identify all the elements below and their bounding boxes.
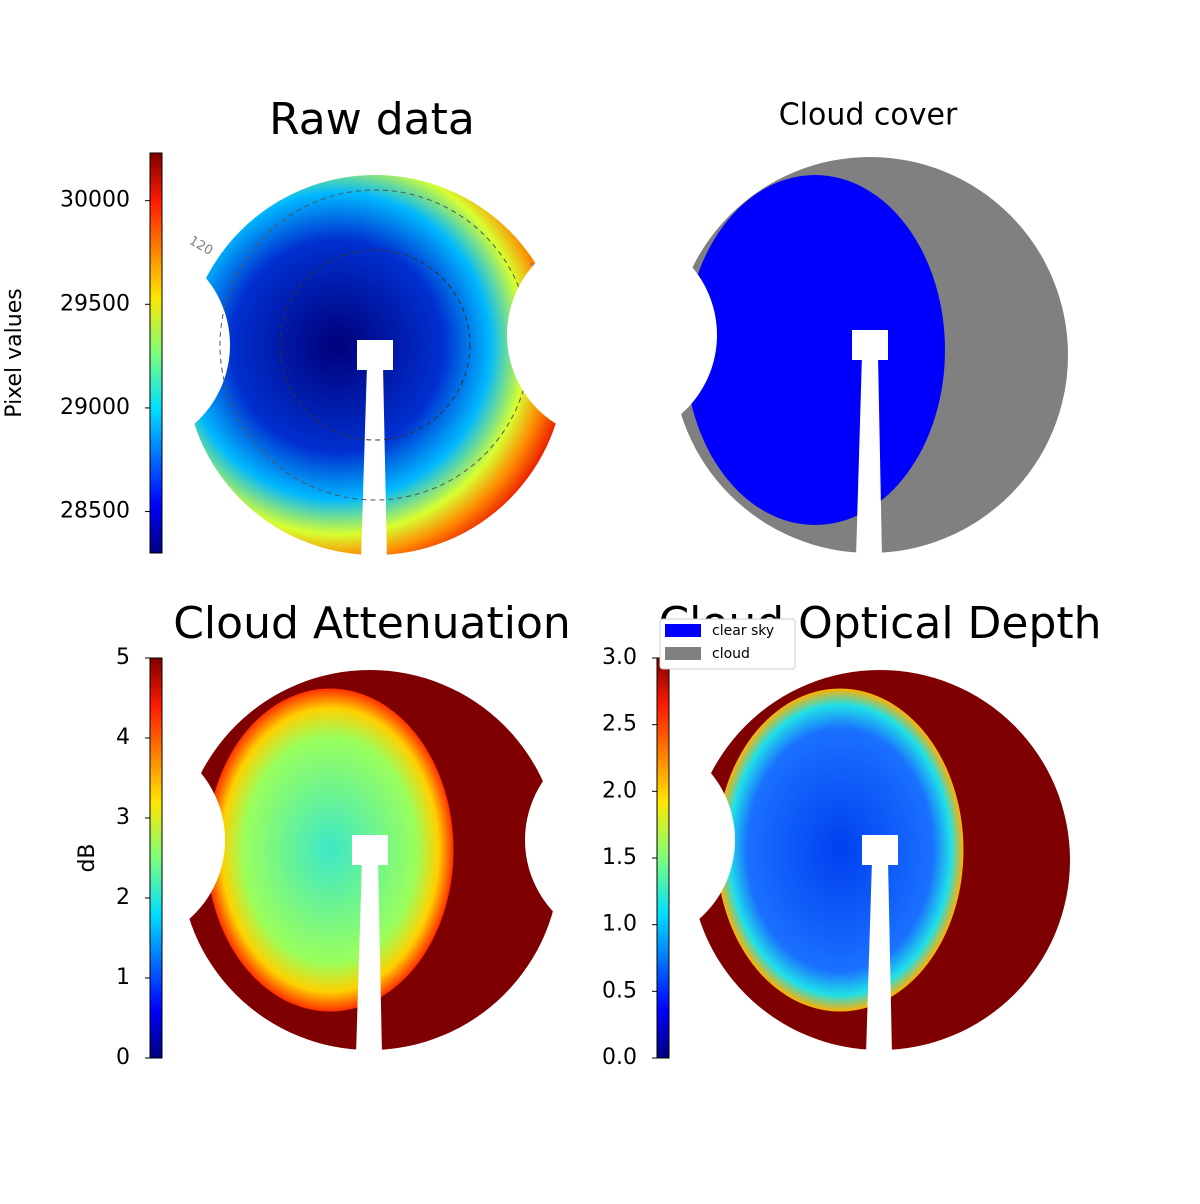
camera-arm: [866, 860, 892, 1055]
legend-swatch: [665, 647, 701, 660]
colorbar-tick-label: 5: [116, 645, 130, 670]
colorbar-tick-label: 0: [116, 1045, 130, 1070]
colorbar-tick-label: 2: [116, 885, 130, 910]
colorbar: [656, 657, 670, 1059]
colorbar-tick-label: 29000: [60, 395, 130, 420]
camera-arm: [361, 365, 387, 560]
colorbar-label: Pixel values: [2, 288, 27, 417]
camera-arm: [856, 355, 882, 558]
colorbar-label: dB: [75, 843, 100, 872]
legend: clear sky cloud: [659, 618, 796, 670]
colorbar-tick-label: 2.5: [602, 712, 637, 737]
colorbar-tick-label: 0.0: [602, 1045, 637, 1070]
colorbar-tick-label: 0.5: [602, 978, 637, 1003]
legend-label: clear sky: [712, 623, 774, 639]
colorbar: [149, 657, 163, 1059]
sky-image-core: [206, 688, 454, 1012]
bite: [525, 735, 735, 945]
clear-region: [685, 175, 945, 525]
sky-image-core: [716, 688, 964, 1012]
panel-title: Cloud cover: [779, 98, 958, 133]
bite: [15, 735, 225, 945]
colorbar-tick-label: 1.5: [602, 845, 637, 870]
colorbar-tick-label: 30000: [60, 188, 130, 213]
legend-label: cloud: [712, 646, 750, 662]
camera-arm: [356, 860, 382, 1055]
panel-title: Raw data: [269, 94, 475, 145]
colorbar-tick-label: 4: [116, 725, 130, 750]
colorbar: [149, 152, 163, 554]
colorbar-tick-label: 29500: [60, 291, 130, 316]
colorbar-tick-label: 28500: [60, 499, 130, 524]
azimuth-label: 120: [186, 234, 215, 259]
colorbar-tick-label: 1.0: [602, 912, 637, 937]
colorbar-tick-label: 2.0: [602, 778, 637, 803]
colorbar-tick-label: 1: [116, 965, 130, 990]
bite: [507, 230, 717, 440]
bite: [20, 240, 230, 450]
legend-swatch: [665, 624, 701, 637]
range-ring: [279, 249, 471, 441]
colorbar-tick-label: 3: [116, 805, 130, 830]
colorbar-tick-label: 3.0: [602, 645, 637, 670]
panel-title: Cloud Attenuation: [173, 598, 571, 649]
